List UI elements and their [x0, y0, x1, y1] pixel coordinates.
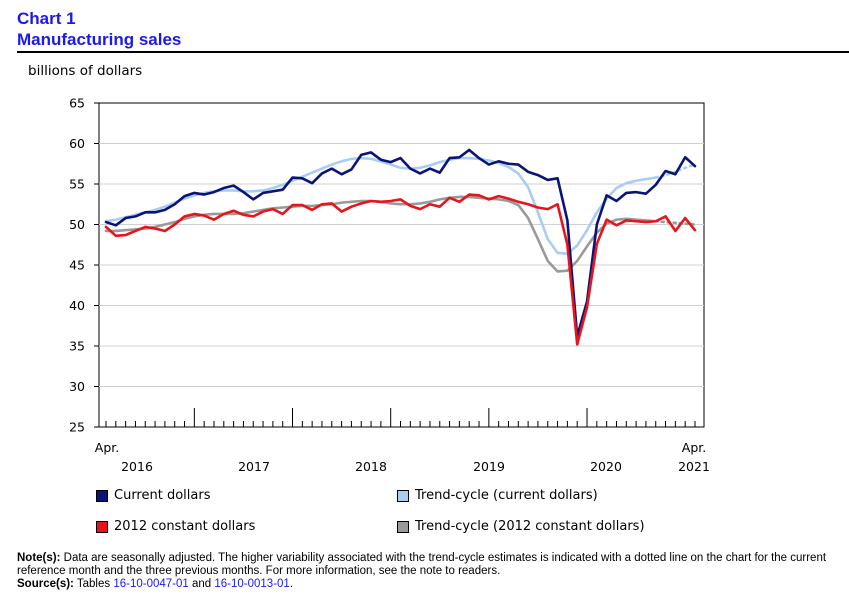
x-year-label: 2021: [678, 459, 710, 474]
chart-number: Chart 1: [17, 9, 76, 28]
source-link-2[interactable]: 16-10-0013-01: [214, 578, 290, 590]
x-year-label: 2020: [590, 459, 622, 474]
y-axis-unit-label: billions of dollars: [28, 63, 143, 79]
y-tick-label: 65: [69, 96, 85, 111]
y-tick-label: 25: [69, 420, 85, 435]
chart-title: Manufacturing sales: [17, 30, 182, 49]
x-month-label-start: Apr.: [95, 440, 119, 455]
y-tick-label: 60: [69, 136, 85, 151]
note-label: Note(s):: [17, 552, 61, 564]
source-prefix: Tables: [76, 578, 111, 590]
legend-label-trend-constant: Trend-cycle (2012 constant dollars): [415, 519, 645, 534]
legend-item-constant: 2012 constant dollars: [96, 519, 255, 534]
legend-swatch-current: [96, 489, 108, 502]
legend-item-trend-constant: Trend-cycle (2012 constant dollars): [397, 519, 645, 534]
series-line-trend_constant: [104, 195, 658, 273]
title-block: Chart 1 Manufacturing sales: [17, 8, 181, 50]
source-end: .: [289, 578, 294, 590]
source-line: Source(s): Tables 16-10-0047-01 and 16-1…: [17, 578, 842, 591]
legend-swatch-trend-constant: [397, 520, 409, 533]
series-lines: [104, 148, 697, 346]
y-axis-ticks: 25 30 35 40 45 50 55 60 65: [69, 96, 704, 435]
series-line-trend_current: [104, 156, 658, 255]
y-tick-label: 50: [69, 217, 85, 232]
y-tick-label: 35: [69, 339, 85, 354]
legend-label-current: Current dollars: [114, 488, 211, 503]
note-line: Note(s): Data are seasonally adjusted. T…: [17, 552, 842, 578]
source-label: Source(s):: [17, 578, 74, 590]
y-tick-label: 55: [69, 177, 85, 192]
y-tick-label: 30: [69, 379, 85, 394]
y-tick-label: 45: [69, 258, 85, 273]
legend-item-trend-current: Trend-cycle (current dollars): [397, 488, 598, 503]
legend-swatch-constant: [96, 520, 108, 533]
legend-swatch-trend-current: [397, 489, 409, 502]
x-year-label: 2018: [355, 459, 387, 474]
legend-item-current: Current dollars: [96, 488, 210, 503]
source-link-1[interactable]: 16-10-0047-01: [113, 578, 189, 590]
x-month-label-end: Apr.: [682, 440, 706, 455]
x-axis-ticks: [105, 408, 696, 427]
x-year-label: 2016: [121, 459, 153, 474]
note-text: Data are seasonally adjusted. The higher…: [17, 552, 827, 577]
x-year-label: 2017: [238, 459, 270, 474]
x-axis-labels: Apr. Apr.2016 2017 2018 2019 2020 2021: [95, 440, 710, 474]
legend-label-trend-current: Trend-cycle (current dollars): [415, 488, 598, 503]
legend-label-constant: 2012 constant dollars: [114, 519, 256, 534]
series-line-constant: [104, 193, 697, 346]
y-tick-label: 40: [69, 298, 85, 313]
source-and: and: [191, 578, 212, 590]
title-rule: [17, 51, 849, 53]
notes-block: Note(s): Data are seasonally adjusted. T…: [17, 552, 842, 591]
series-line-current: [104, 148, 697, 338]
x-year-label: 2019: [473, 459, 505, 474]
